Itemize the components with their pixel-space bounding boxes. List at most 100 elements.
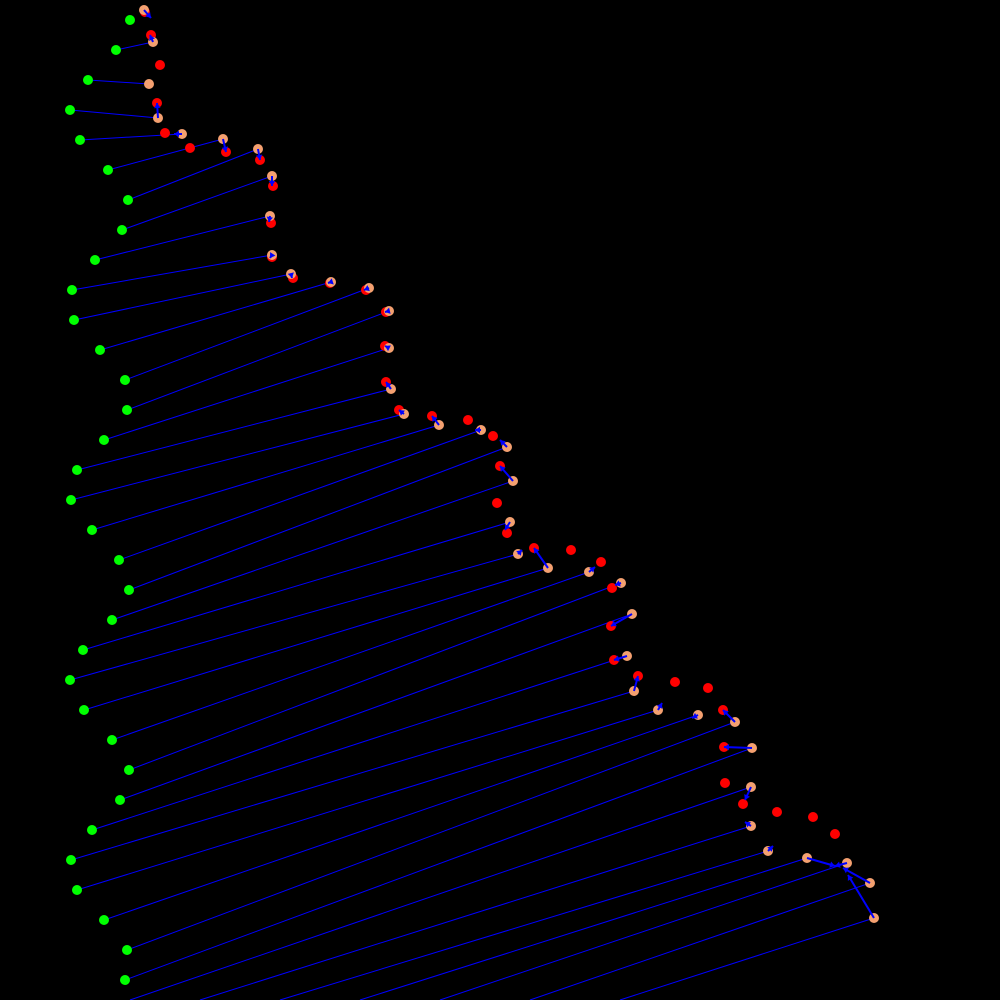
red-point	[772, 807, 782, 817]
red-point	[607, 583, 617, 593]
green-point	[111, 45, 121, 55]
arrow-head	[723, 710, 729, 716]
correspondence-line	[99, 281, 332, 351]
correspondence-line	[87, 79, 150, 85]
arrow-head	[287, 272, 294, 278]
correspondence-line	[94, 215, 271, 261]
arrow-head	[692, 712, 698, 719]
green-point	[65, 105, 75, 115]
green-point	[87, 525, 97, 535]
correspondence-line	[439, 862, 848, 1000]
correspondence-line	[111, 480, 514, 621]
green-point	[66, 495, 76, 505]
arrow-head	[385, 307, 391, 314]
arrow-head	[385, 345, 391, 352]
arrow-head	[328, 278, 334, 285]
green-point	[120, 975, 130, 985]
arrow-head	[145, 12, 151, 18]
green-point	[99, 435, 109, 445]
correspondence-line	[103, 714, 699, 921]
correspondence-line	[124, 747, 753, 981]
arrow-head	[835, 861, 841, 868]
correspondence-line	[107, 138, 224, 171]
correspondence-line	[127, 148, 259, 201]
correspondence-line	[91, 655, 628, 831]
red-point	[830, 829, 840, 839]
red-point	[703, 683, 713, 693]
correspondence-line	[71, 254, 273, 291]
arrow-head	[829, 861, 835, 868]
correspondence-line	[76, 709, 659, 891]
arrow-head	[266, 216, 273, 222]
correspondence-line	[115, 41, 154, 51]
arrow-head	[744, 794, 751, 800]
green-point	[99, 915, 109, 925]
correspondence-line	[83, 567, 549, 711]
arrow-head	[174, 130, 179, 138]
green-point	[115, 795, 125, 805]
green-point	[114, 555, 124, 565]
red-point	[492, 498, 502, 508]
green-point	[107, 735, 117, 745]
arrow-head	[500, 466, 506, 472]
red-point	[670, 677, 680, 687]
green-point	[124, 585, 134, 595]
correspondence-line	[129, 786, 752, 1000]
red-point	[463, 415, 473, 425]
correspondence-line	[119, 613, 633, 801]
green-point	[117, 225, 127, 235]
arrow-head	[589, 567, 595, 573]
correspondence-line	[124, 287, 370, 381]
arrow-head	[745, 822, 751, 828]
arrow-head	[843, 867, 849, 874]
arrow-head	[767, 846, 773, 852]
arrow-head	[614, 655, 620, 662]
green-point	[122, 945, 132, 955]
correspondence-line	[279, 850, 769, 1000]
correspondence-line	[76, 388, 392, 471]
correspondence-line	[359, 857, 808, 1000]
correspondence-lines	[69, 41, 875, 1000]
arrow-head	[149, 35, 155, 41]
correspondence-line	[128, 446, 508, 591]
arrow-head	[534, 548, 540, 554]
red-point	[738, 799, 748, 809]
correspondence-line	[118, 429, 482, 561]
red-point	[488, 431, 498, 441]
arrow-shaft	[842, 867, 871, 884]
green-point	[72, 885, 82, 895]
green-point	[78, 645, 88, 655]
correspondence-line	[73, 273, 292, 321]
correspondence-line	[69, 553, 519, 681]
green-point	[103, 165, 113, 175]
correspondence-line	[529, 882, 871, 1000]
correspondence-line	[82, 521, 511, 651]
arrow-head	[221, 146, 228, 152]
orange-point	[144, 79, 154, 89]
correspondence-line	[69, 109, 159, 119]
green-point	[125, 15, 135, 25]
arrow-head	[154, 103, 161, 109]
red-point	[596, 557, 606, 567]
correspondence-line	[126, 721, 736, 951]
green-point	[65, 675, 75, 685]
correspondence-line	[70, 690, 635, 861]
green-point	[83, 75, 93, 85]
green-point	[90, 255, 100, 265]
green-point	[95, 345, 105, 355]
arrow-head	[611, 620, 617, 627]
arrow-head	[656, 703, 663, 709]
green-point	[124, 765, 134, 775]
arrow-head	[268, 181, 276, 186]
arrow-head	[724, 743, 730, 751]
green-point	[79, 705, 89, 715]
arrow-head	[432, 416, 438, 422]
arrow-head	[255, 154, 263, 160]
correspondence-line	[619, 917, 875, 1000]
arrow-head	[386, 382, 392, 388]
red-point	[566, 545, 576, 555]
green-point	[87, 825, 97, 835]
correspondence-line	[111, 571, 590, 741]
red-point	[808, 812, 818, 822]
